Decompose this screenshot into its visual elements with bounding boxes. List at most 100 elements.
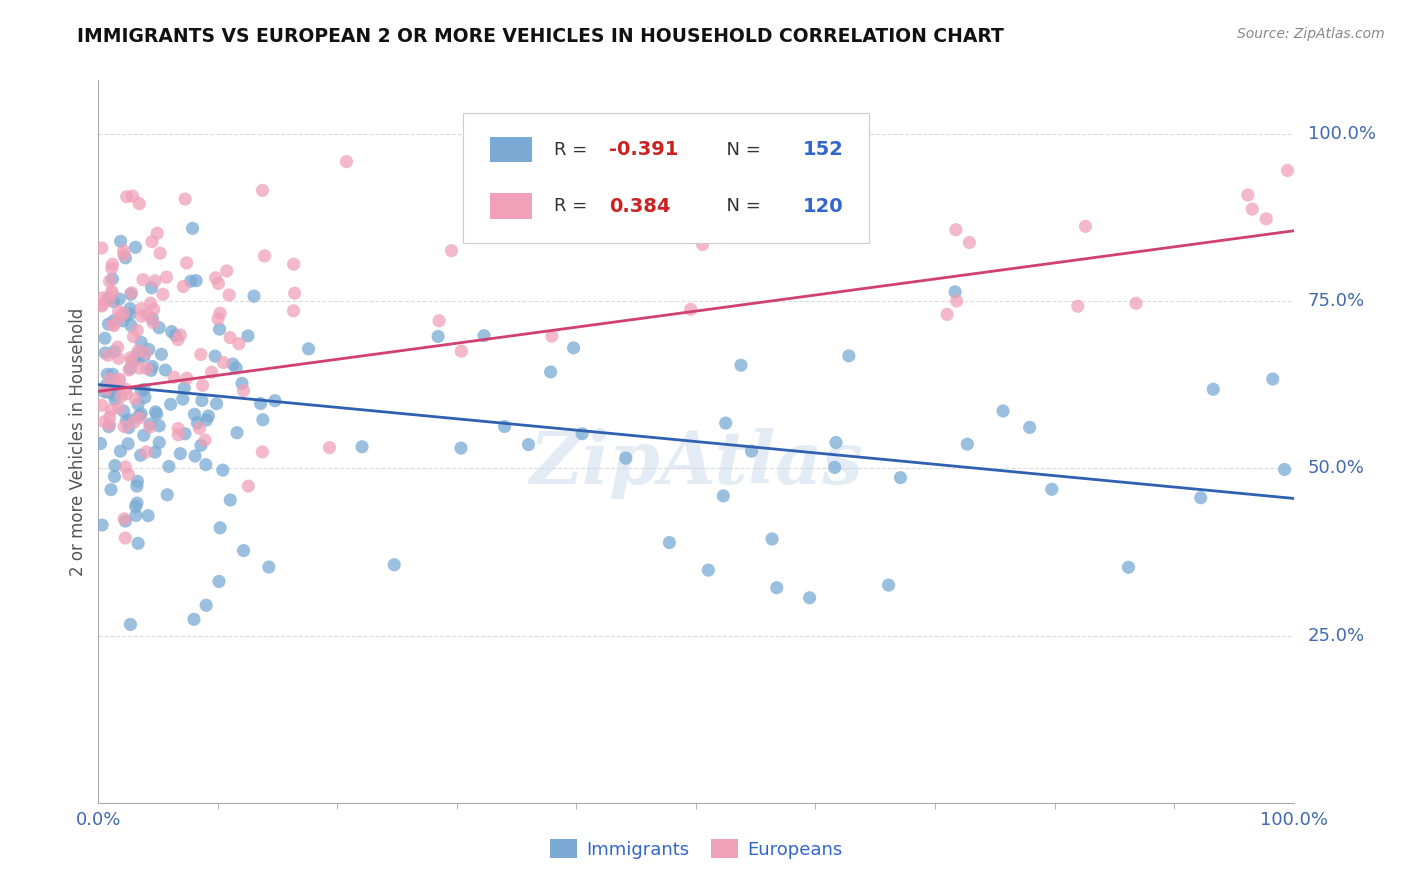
Point (136, 361, 159, 376)
Point (125, 496, 148, 510)
Point (128, 361, 150, 376)
Point (120, 318, 142, 333)
Point (169, 328, 191, 343)
Point (494, 419, 516, 434)
Point (118, 413, 141, 427)
Point (124, 392, 146, 406)
Point (212, 355, 235, 369)
Point (156, 488, 179, 502)
Point (103, 314, 125, 328)
Point (97, 385, 120, 400)
Point (1256, 211, 1278, 226)
FancyBboxPatch shape (491, 194, 533, 219)
Point (103, 382, 125, 396)
Point (110, 389, 132, 403)
Point (197, 409, 219, 423)
Point (121, 285, 143, 300)
Point (110, 310, 132, 324)
Point (127, 536, 149, 550)
Point (128, 409, 150, 423)
Point (176, 371, 198, 385)
Point (115, 190, 138, 204)
Point (219, 493, 242, 508)
FancyBboxPatch shape (463, 112, 869, 243)
Point (127, 475, 149, 489)
Point (125, 508, 148, 523)
Point (121, 189, 143, 203)
Point (799, 591, 821, 605)
Point (209, 521, 232, 535)
Point (114, 382, 136, 396)
Point (956, 437, 979, 451)
Point (889, 470, 911, 484)
Point (232, 543, 254, 558)
Point (283, 257, 305, 271)
Point (101, 257, 124, 271)
Point (352, 440, 374, 454)
Point (228, 336, 250, 351)
Point (232, 384, 254, 398)
Point (110, 235, 132, 249)
Point (114, 309, 136, 323)
Point (1040, 483, 1063, 497)
Point (679, 302, 702, 317)
FancyBboxPatch shape (491, 137, 533, 162)
Point (135, 445, 157, 459)
Point (142, 302, 165, 317)
Point (231, 376, 253, 391)
Text: N =: N = (716, 141, 766, 159)
Text: 50.0%: 50.0% (1308, 459, 1365, 477)
Point (129, 448, 152, 462)
Point (517, 437, 540, 451)
Point (97, 293, 120, 308)
Point (145, 405, 167, 419)
Point (98, 417, 121, 432)
Legend: Immigrants, Europeans: Immigrants, Europeans (550, 839, 842, 859)
Point (765, 581, 787, 595)
Text: R =: R = (554, 141, 593, 159)
Text: -0.391: -0.391 (609, 140, 678, 159)
Point (148, 435, 170, 450)
Point (97, 317, 120, 331)
Point (141, 235, 163, 249)
Point (450, 344, 472, 359)
Point (540, 365, 562, 379)
Point (107, 304, 129, 318)
Point (692, 237, 714, 252)
Point (103, 318, 125, 333)
Point (132, 428, 155, 442)
Point (100, 403, 122, 417)
Point (114, 514, 136, 528)
Point (129, 335, 152, 350)
Point (108, 292, 131, 306)
Text: 152: 152 (803, 140, 844, 159)
Point (139, 420, 162, 434)
Point (150, 347, 173, 361)
Point (94, 331, 117, 345)
Point (450, 441, 472, 455)
Point (117, 467, 139, 482)
Point (253, 249, 276, 263)
Point (155, 363, 177, 377)
Point (249, 396, 271, 410)
Point (614, 451, 637, 466)
Point (91, 291, 114, 305)
Point (120, 354, 142, 368)
Point (107, 340, 129, 354)
Point (186, 274, 208, 288)
Point (97, 348, 120, 362)
Point (139, 417, 162, 431)
Point (103, 344, 125, 359)
Point (148, 320, 170, 334)
Point (122, 415, 145, 429)
Point (155, 270, 177, 285)
Text: 120: 120 (803, 196, 844, 216)
Point (945, 293, 967, 308)
Point (264, 393, 287, 408)
Point (112, 307, 135, 321)
Point (174, 192, 197, 206)
Point (103, 469, 125, 483)
Point (131, 310, 153, 324)
Point (145, 407, 167, 421)
Point (190, 347, 212, 361)
